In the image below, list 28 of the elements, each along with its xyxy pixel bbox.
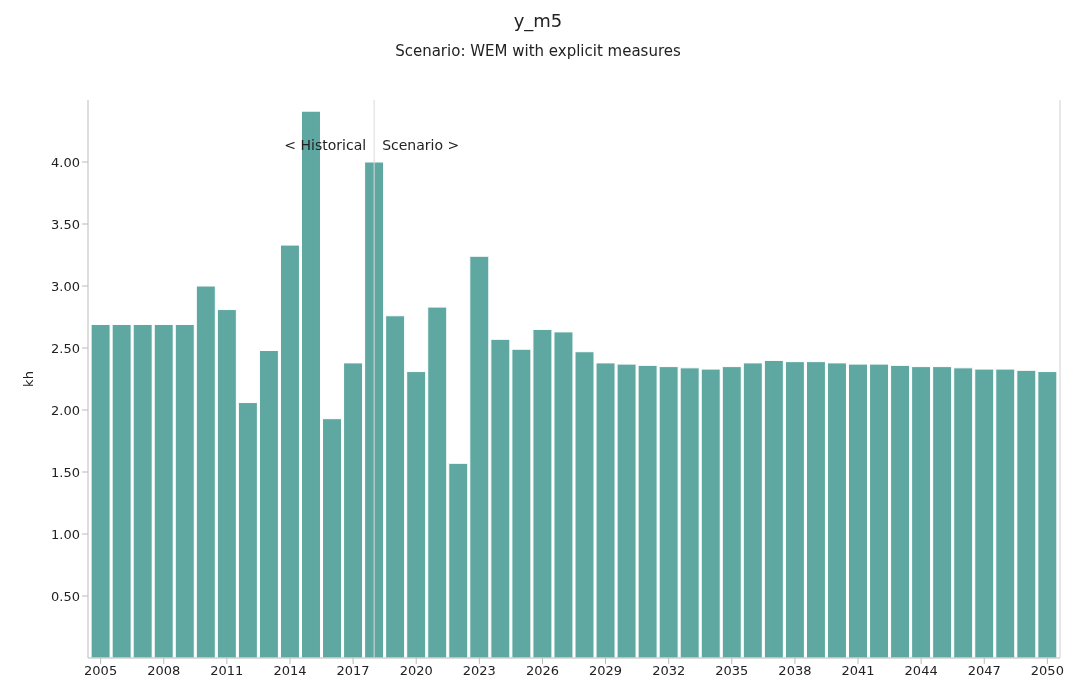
y-tick-label: 1.00	[51, 526, 80, 542]
x-tick-label: 2050	[1030, 663, 1064, 679]
x-tick-label: 2014	[273, 663, 307, 679]
y-tick-label: 2.50	[51, 340, 80, 356]
y-tick-label: 0.50	[51, 588, 80, 604]
x-tick-label: 2017	[336, 663, 370, 679]
annotation: Scenario >	[382, 136, 460, 153]
x-tick-label: 2026	[525, 663, 559, 679]
x-tick-label: 2011	[210, 663, 244, 679]
y-axis-title: kh	[20, 371, 36, 387]
x-tick-label: 2008	[147, 663, 181, 679]
chart-title: y_m5	[512, 10, 564, 31]
x-tick-label: 2020	[399, 663, 433, 679]
chart-subtitle: Scenario: WEM with explicit measures	[394, 42, 682, 60]
y-tick-label: 3.50	[51, 216, 80, 232]
x-tick-label: 2032	[652, 663, 686, 679]
x-tick-label: 2023	[462, 663, 496, 679]
y-tick-label: 4.00	[51, 154, 80, 170]
x-tick-label: 2038	[778, 663, 812, 679]
y-tick-label: 2.00	[51, 402, 80, 418]
x-tick-label: 2035	[715, 663, 749, 679]
x-tick-label: 2044	[904, 663, 938, 679]
x-tick-label: 2041	[841, 663, 875, 679]
y-tick-label: 1.50	[51, 464, 80, 480]
x-tick-label: 2047	[967, 663, 1001, 679]
y-tick-label: 3.00	[51, 278, 80, 294]
x-tick-label: 2005	[84, 663, 118, 679]
x-tick-label: 2029	[589, 663, 623, 679]
